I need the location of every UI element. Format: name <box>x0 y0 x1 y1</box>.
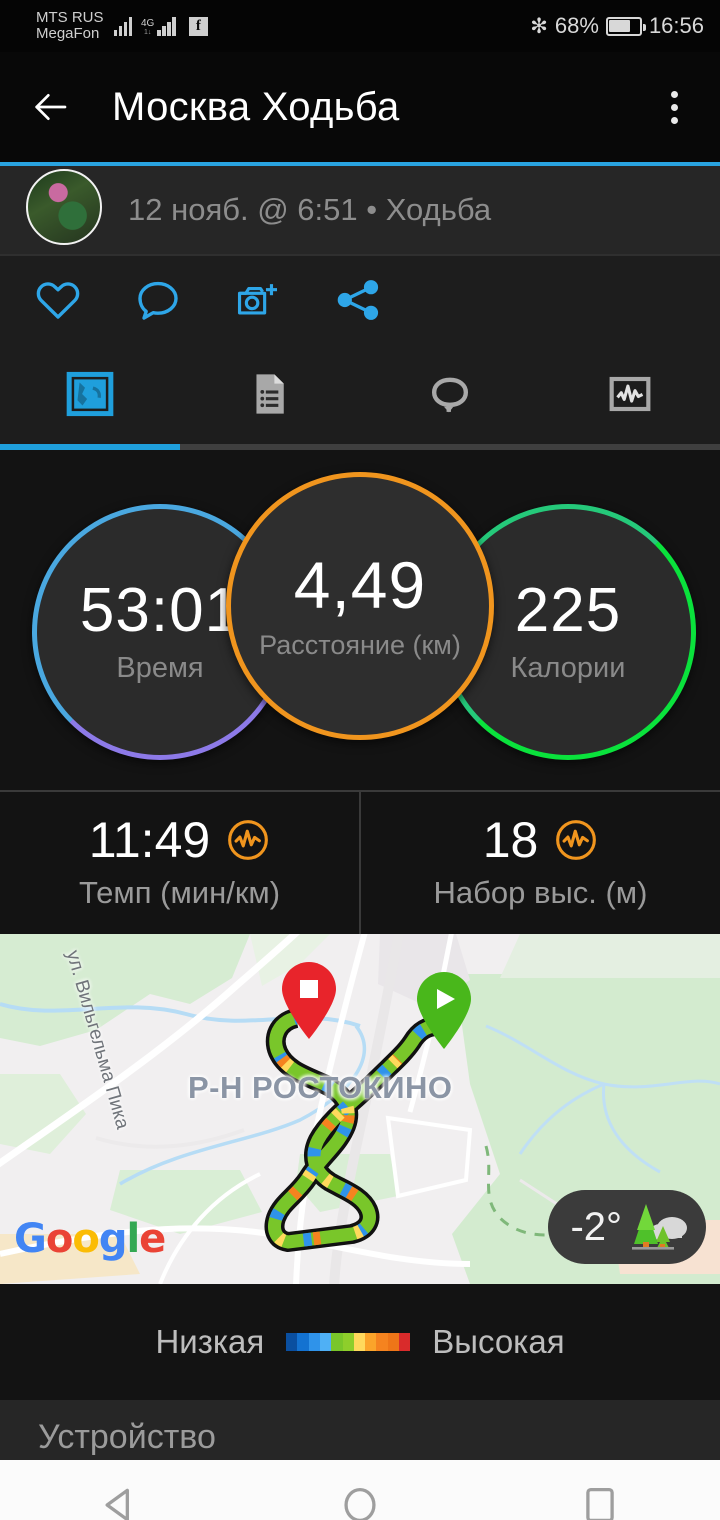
battery-percent-label: 68% <box>554 13 599 38</box>
weather-temperature: -2° <box>570 1204 622 1249</box>
primary-stats: 53:01 Время 225 Калории 4,49 Расстояние … <box>0 450 720 790</box>
legend-high-label: Высокая <box>432 1323 565 1360</box>
android-nav-bar <box>0 1460 720 1520</box>
activity-badge-icon-2 <box>556 820 597 860</box>
tab-map[interactable] <box>0 344 180 444</box>
stat-calories-label: Калории <box>510 651 626 684</box>
stop-marker-pin[interactable] <box>278 962 340 1040</box>
map-canvas <box>0 934 720 1284</box>
signal-bars-icon-2 <box>157 16 176 36</box>
stat-calories-value: 225 <box>514 575 622 645</box>
stat-elevation[interactable]: 18 Набор выс. (м) <box>359 792 720 934</box>
stat-time-value: 53:01 <box>79 575 241 645</box>
nav-back-icon[interactable] <box>75 1460 165 1520</box>
nav-recents-icon[interactable] <box>555 1460 645 1520</box>
carrier-2: MegaFon <box>36 25 100 42</box>
nav-home-icon[interactable] <box>315 1460 405 1520</box>
stat-distance-label: Расстояние (км) <box>259 629 461 660</box>
legend-low-label: Низкая <box>155 1323 265 1360</box>
clock-label: 16:56 <box>648 13 704 38</box>
comment-bubble-icon[interactable] <box>128 270 188 330</box>
page-title: Москва Ходьба <box>112 84 400 129</box>
divider <box>0 254 720 256</box>
facebook-icon: f <box>188 17 208 36</box>
route-map[interactable]: ул. Вильгельма Пика Р-Н РОСТОКИНО Google… <box>0 934 720 1284</box>
activity-badge-icon <box>228 820 269 860</box>
secondary-stats: 11:49 Темп (мин/км) 18 Набор выс. (м) <box>0 790 720 934</box>
stat-pace-label: Темп (мин/км) <box>78 875 281 910</box>
intensity-legend: Низкая Высокая <box>0 1284 720 1400</box>
share-icon[interactable] <box>328 270 388 330</box>
tab-splits[interactable] <box>180 344 360 444</box>
tab-indicator <box>0 444 720 450</box>
accent-divider <box>0 162 720 166</box>
carrier-labels: MTS RUS MegaFon <box>36 8 104 42</box>
tab-bar <box>0 344 720 444</box>
stat-distance-value: 4,49 <box>293 547 427 622</box>
add-photo-icon[interactable] <box>228 270 288 330</box>
device-section[interactable]: Устройство <box>0 1400 720 1460</box>
tab-graphs[interactable] <box>540 344 720 444</box>
device-section-title: Устройство <box>38 1418 216 1456</box>
google-logo: Google <box>14 1216 166 1262</box>
tab-laps[interactable] <box>360 344 540 444</box>
stat-distance[interactable]: 4,49 Расстояние (км) <box>226 472 494 740</box>
start-marker-pin[interactable] <box>413 972 475 1050</box>
trees-cloud-icon <box>632 1204 687 1250</box>
kebab-menu-icon[interactable] <box>650 79 698 135</box>
signal-bars-icon <box>113 16 132 36</box>
session-meta-label: 12 нояб. @ 6:51 • Ходьба <box>128 192 492 227</box>
status-right-group: ✻ 68% 16:56 <box>530 13 704 39</box>
stat-elevation-label: Набор выс. (м) <box>433 875 648 910</box>
bluetooth-icon: ✻ <box>530 14 548 38</box>
status-bar: MTS RUS MegaFon 4G 1↓ f ✻ 68% 16:56 <box>0 0 720 52</box>
stat-pace[interactable]: 11:49 Темп (мин/км) <box>0 792 359 934</box>
app-bar: Москва Ходьба <box>0 52 720 162</box>
heart-icon[interactable] <box>28 270 88 330</box>
social-action-bar <box>0 256 720 344</box>
signal-icons: 4G 1↓ f <box>113 16 208 37</box>
back-arrow-icon[interactable] <box>22 79 78 135</box>
legend-gradient-bar <box>286 1333 411 1351</box>
avatar[interactable] <box>26 169 102 245</box>
network-type-icon: 4G 1↓ <box>141 18 155 37</box>
battery-icon <box>605 16 646 36</box>
stat-pace-value: 11:49 <box>88 812 211 868</box>
weather-badge: -2° <box>548 1190 706 1264</box>
stat-time-label: Время <box>116 651 204 684</box>
carrier-1: MTS RUS <box>36 8 104 26</box>
district-label: Р-Н РОСТОКИНО <box>188 1070 453 1105</box>
stat-elevation-value: 18 <box>482 812 539 868</box>
session-header[interactable]: 12 нояб. @ 6:51 • Ходьба <box>0 166 720 254</box>
